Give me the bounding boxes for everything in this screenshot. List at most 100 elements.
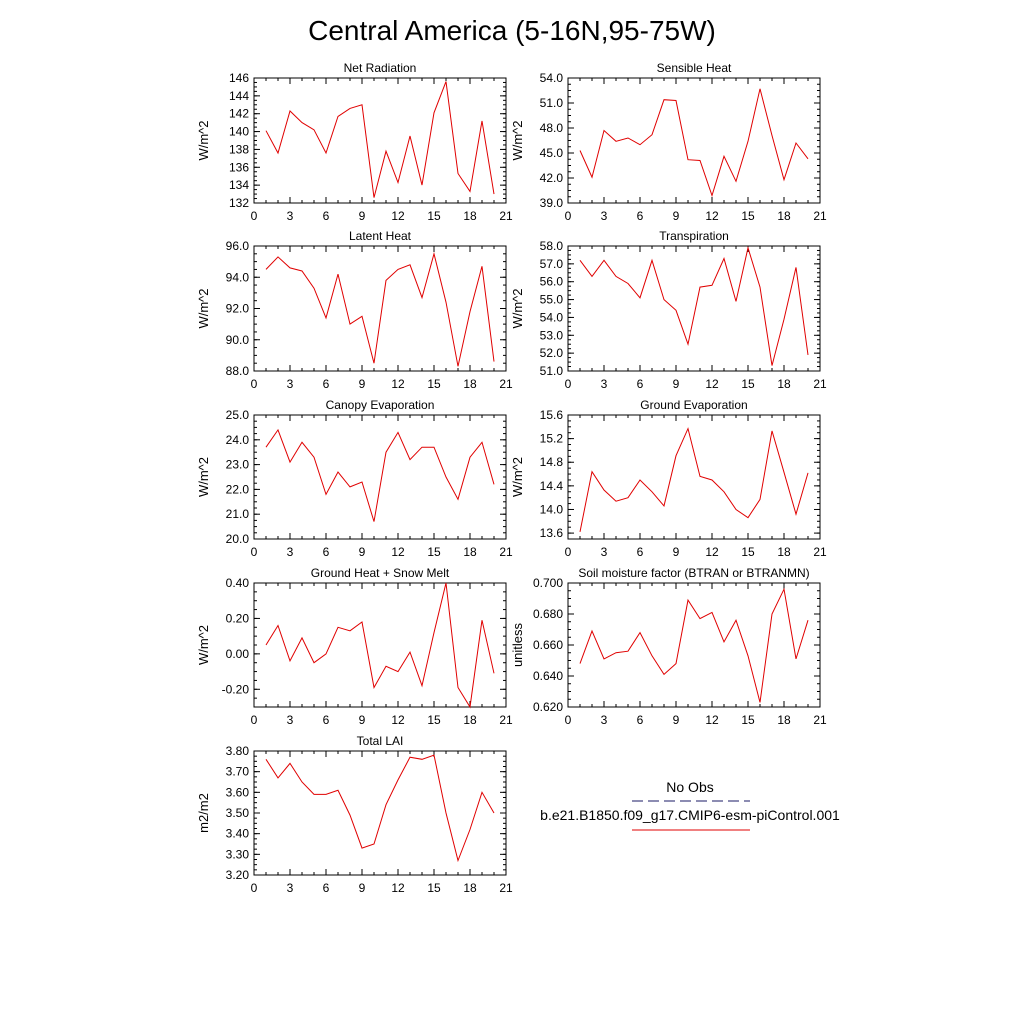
y-tick-label: 23.0 xyxy=(226,458,250,472)
x-tick-label: 12 xyxy=(391,209,405,223)
x-tick-label: 18 xyxy=(463,545,477,559)
x-tick-label: 18 xyxy=(463,209,477,223)
x-tick-label: 21 xyxy=(499,377,513,391)
x-tick-label: 6 xyxy=(323,209,330,223)
chart-panel-3: Latent Heat 0 3 6 9 12 15 18 21 88.0 90.0 92.0 94.0 9… xyxy=(196,229,513,391)
x-tick-label: 9 xyxy=(673,545,680,559)
x-tick-label: 18 xyxy=(463,377,477,391)
series-line-1 xyxy=(265,582,495,709)
y-axis-label: W/m^2 xyxy=(510,120,525,160)
chart-panel-5: Canopy Evaporation 0 3 6 9 12 15 18 21 20.0 21.0 22… xyxy=(196,398,513,559)
y-tick-label: 92.0 xyxy=(226,302,250,316)
x-tick-label: 9 xyxy=(359,545,366,559)
y-tick-label: 14.0 xyxy=(540,502,564,516)
y-tick-label: 3.30 xyxy=(226,847,250,861)
x-tick-label: 9 xyxy=(359,881,366,895)
series-line-1 xyxy=(579,587,809,703)
x-tick-label: 21 xyxy=(813,545,827,559)
series-line-1 xyxy=(265,754,495,863)
x-tick-label: 12 xyxy=(391,377,405,391)
y-tick-label: 39.0 xyxy=(540,196,564,210)
y-tick-label: 22.0 xyxy=(226,482,250,496)
y-tick-label: 51.0 xyxy=(540,96,564,110)
y-tick-label: 51.0 xyxy=(540,364,564,378)
series-line-1 xyxy=(579,427,809,532)
y-axis-label: unitless xyxy=(510,622,525,667)
series-line-1 xyxy=(265,251,495,367)
x-tick-label: 0 xyxy=(251,713,258,727)
x-tick-label: 18 xyxy=(777,713,791,727)
x-tick-label: 21 xyxy=(499,881,513,895)
y-tick-label: 15.2 xyxy=(540,432,564,446)
y-tick-label: 13.6 xyxy=(540,526,564,540)
y-tick-label: 142 xyxy=(229,107,249,121)
y-tick-label: 0.660 xyxy=(533,638,563,652)
x-tick-label: 12 xyxy=(705,209,719,223)
panel-title: Canopy Evaporation xyxy=(326,398,435,412)
x-tick-label: 21 xyxy=(499,209,513,223)
x-tick-label: 18 xyxy=(777,377,791,391)
legend-label-obs: No Obs xyxy=(666,779,713,795)
x-tick-label: 15 xyxy=(427,881,441,895)
x-tick-label: 9 xyxy=(359,713,366,727)
x-tick-label: 3 xyxy=(287,377,294,391)
legend: No Obs b.e21.B1850.f09_g17.CMIP6-esm-piCo… xyxy=(540,779,840,831)
x-tick-label: 3 xyxy=(287,545,294,559)
y-tick-label: 45.0 xyxy=(540,146,564,160)
plot-frame xyxy=(567,582,821,708)
chart-panel-1: Net Radiation 0 3 6 9 12 15 18 21 132 134 136 138 140… xyxy=(196,61,513,223)
plot-frame xyxy=(253,77,507,204)
x-tick-label: 0 xyxy=(565,713,572,727)
y-axis-label: W/m^2 xyxy=(196,288,211,328)
y-tick-label: 58.0 xyxy=(540,239,564,253)
y-tick-label: 0.620 xyxy=(533,700,563,714)
figure-title: Central America (5-16N,95-75W) xyxy=(308,15,716,46)
y-tick-label: 3.40 xyxy=(226,827,250,841)
x-tick-label: 18 xyxy=(463,713,477,727)
y-tick-label: 20.0 xyxy=(226,532,250,546)
y-tick-label: 54.0 xyxy=(540,310,564,324)
x-tick-label: 12 xyxy=(391,713,405,727)
x-tick-label: 18 xyxy=(777,545,791,559)
x-tick-label: 15 xyxy=(741,209,755,223)
plot-frame xyxy=(253,414,507,540)
y-tick-label: 0.20 xyxy=(226,611,250,625)
y-tick-label: 42.0 xyxy=(540,171,564,185)
legend-label-model: b.e21.B1850.f09_g17.CMIP6-esm-piControl.… xyxy=(540,807,840,823)
x-tick-label: 6 xyxy=(323,713,330,727)
panels: Net Radiation 0 3 6 9 12 15 18 21 132 134 136 138 140… xyxy=(196,61,827,895)
x-tick-label: 18 xyxy=(463,881,477,895)
y-tick-label: 140 xyxy=(229,125,249,139)
x-tick-label: 6 xyxy=(637,713,644,727)
y-tick-label: 138 xyxy=(229,142,249,156)
x-tick-label: 6 xyxy=(323,881,330,895)
x-tick-label: 9 xyxy=(673,713,680,727)
x-tick-label: 0 xyxy=(565,209,572,223)
x-tick-label: 9 xyxy=(359,209,366,223)
x-tick-label: 12 xyxy=(391,881,405,895)
x-tick-label: 9 xyxy=(359,377,366,391)
panel-title: Sensible Heat xyxy=(657,61,732,75)
y-tick-label: 144 xyxy=(229,89,249,103)
y-tick-label: 0.680 xyxy=(533,607,563,621)
series-line-1 xyxy=(265,81,495,198)
y-tick-label: 15.6 xyxy=(540,408,564,422)
y-tick-label: 3.60 xyxy=(226,785,250,799)
chart-panel-4: Transpiration 0 3 6 9 12 15 18 21 51.0 52.0 53.0 54.… xyxy=(510,229,827,391)
plot-frame xyxy=(567,414,821,540)
y-axis-label: W/m^2 xyxy=(196,120,211,160)
y-axis-label: W/m^2 xyxy=(510,457,525,497)
chart-panel-2: Sensible Heat 0 3 6 9 12 15 18 21 39.0 42.0 45.0 48.… xyxy=(510,61,827,223)
y-tick-label: 0.40 xyxy=(226,576,250,590)
y-tick-label: 3.70 xyxy=(226,765,250,779)
y-tick-label: 0.640 xyxy=(533,669,563,683)
y-tick-label: 25.0 xyxy=(226,408,250,422)
x-tick-label: 15 xyxy=(427,209,441,223)
x-tick-label: 6 xyxy=(637,377,644,391)
x-tick-label: 0 xyxy=(251,545,258,559)
panel-title: Transpiration xyxy=(659,229,729,243)
x-tick-label: 15 xyxy=(741,713,755,727)
plot-frame xyxy=(567,77,821,204)
plot-frame xyxy=(253,582,507,708)
